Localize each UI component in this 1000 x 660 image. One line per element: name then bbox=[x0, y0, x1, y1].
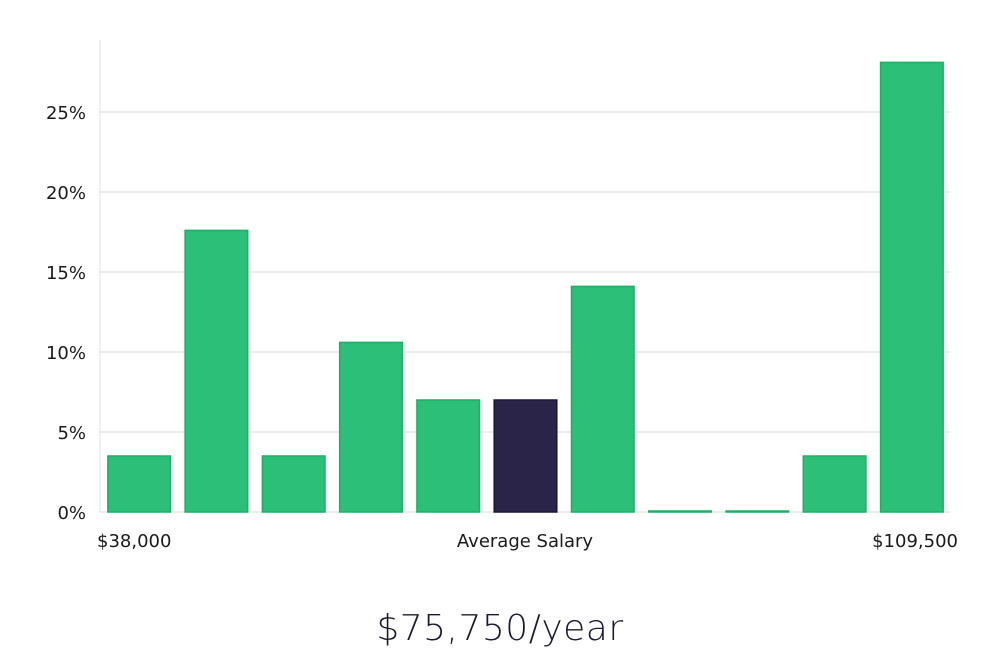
bar-2 bbox=[184, 229, 249, 513]
bar-3 bbox=[261, 455, 326, 513]
x-label-min-salary: $38,000 bbox=[97, 531, 171, 552]
bar-8 bbox=[648, 510, 713, 513]
bar-5 bbox=[416, 399, 481, 513]
bar-11 bbox=[879, 61, 944, 513]
bar-7 bbox=[570, 285, 635, 513]
bar-10 bbox=[802, 455, 867, 513]
y-tick-label-20: 20% bbox=[46, 183, 86, 204]
bar-average-salary bbox=[493, 399, 558, 513]
y-tick-label-10: 10% bbox=[46, 343, 86, 364]
y-tick-labels: 0% 5% 10% 15% 20% 25% bbox=[46, 103, 86, 524]
bars bbox=[107, 61, 944, 513]
y-tick-label-5: 5% bbox=[57, 423, 86, 444]
x-label-max-salary: $109,500 bbox=[872, 531, 958, 552]
bar-9 bbox=[725, 510, 790, 513]
y-tick-label-15: 15% bbox=[46, 263, 86, 284]
y-tick-label-0: 0% bbox=[57, 503, 86, 524]
y-tick-label-25: 25% bbox=[46, 103, 86, 124]
x-label-average-salary: Average Salary bbox=[457, 531, 594, 552]
bar-1 bbox=[107, 455, 172, 513]
bar-4 bbox=[338, 341, 404, 513]
average-salary-value: $75,750/year bbox=[376, 608, 624, 649]
